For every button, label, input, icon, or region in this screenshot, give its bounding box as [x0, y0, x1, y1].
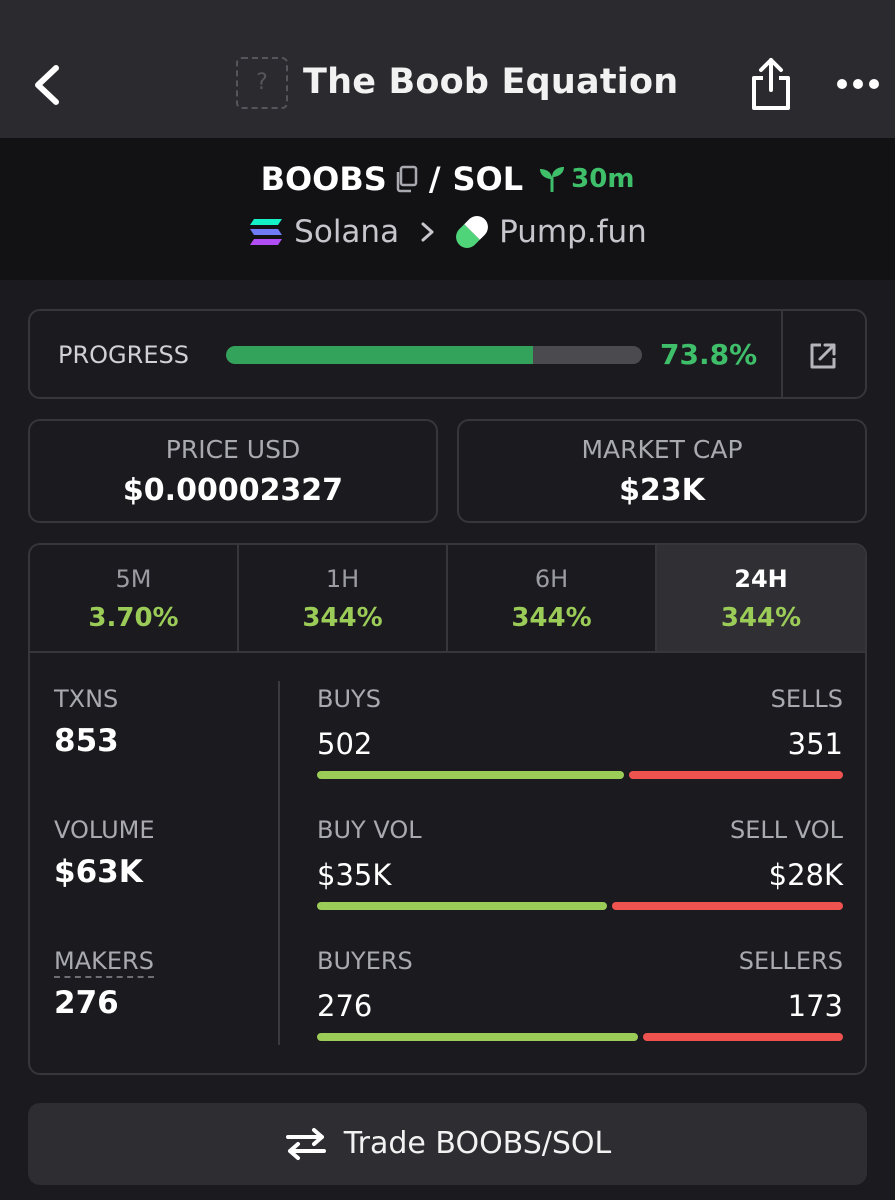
makers-value: 276: [54, 985, 119, 1021]
progress-divider: [781, 311, 783, 397]
buyers-label: BUYERS: [317, 947, 413, 975]
bonding-progress-card: PROGRESS 73.8%: [28, 309, 867, 399]
sellers-bar: [643, 1033, 843, 1041]
sell-vol-bar: [612, 902, 843, 910]
swap-arrows-icon: [285, 1128, 326, 1160]
solana-icon: [250, 219, 283, 245]
tab-price-change: 344%: [720, 603, 802, 633]
buyers-sellers-split: BUYERS SELLERS 276 173: [317, 947, 843, 1041]
chevron-right-icon: [421, 222, 434, 242]
buys-bar: [317, 771, 624, 779]
txns-label: TXNS: [54, 685, 119, 713]
token-avatar-placeholder: ?: [236, 57, 288, 109]
tab-24h[interactable]: 24H 344%: [657, 545, 865, 651]
sells-value: 351: [787, 727, 843, 761]
base-token-symbol: BOOBS: [260, 160, 387, 198]
pair-separator: /: [428, 160, 441, 198]
tab-label: 24H: [734, 565, 788, 593]
progress-bar-fill: [226, 346, 533, 364]
chain-link[interactable]: Solana: [294, 214, 400, 250]
trade-button[interactable]: Trade BOOBS/SOL: [28, 1103, 867, 1185]
makers-label[interactable]: MAKERS: [54, 947, 154, 978]
top-bar: ? The Boob Equation: [0, 0, 895, 138]
pair-age: 30m: [571, 164, 635, 194]
tab-5m[interactable]: 5M 3.70%: [30, 545, 239, 651]
progress-value: 73.8%: [660, 338, 758, 371]
makers-metric: MAKERS 276: [54, 947, 274, 1021]
market-cap-label: MARKET CAP: [581, 435, 743, 464]
tab-price-change: 344%: [302, 603, 383, 633]
market-cap-card: MARKET CAP $23K: [457, 419, 867, 523]
tab-6h[interactable]: 6H 344%: [448, 545, 657, 651]
sells-bar: [629, 771, 843, 779]
buys-label: BUYS: [317, 685, 381, 713]
sellers-label: SELLERS: [738, 947, 843, 975]
buy-vol-bar: [317, 902, 607, 910]
tab-price-change: 344%: [511, 603, 592, 633]
tab-label: 5M: [115, 565, 152, 593]
buyers-value: 276: [317, 989, 373, 1023]
txns-metric: TXNS 853: [54, 685, 274, 759]
pair-row: BOOBS / SOL 30m: [0, 160, 895, 198]
pill-icon: [456, 216, 489, 248]
external-link-icon[interactable]: [808, 341, 838, 371]
txns-value: 853: [54, 723, 119, 759]
timeframe-tabs: 5M 3.70% 1H 344% 6H 344% 24H 344%: [30, 545, 865, 653]
volume-value: $63K: [54, 854, 143, 890]
tab-price-change: 3.70%: [88, 603, 179, 633]
buy-sell-volume-split: BUY VOL SELL VOL $35K $28K: [317, 816, 843, 910]
buys-value: 502: [317, 727, 373, 761]
market-cap-value: $23K: [619, 473, 705, 508]
column-divider: [278, 681, 280, 1045]
copy-icon[interactable]: [393, 165, 419, 193]
buys-sells-split: BUYS SELLS 502 351: [317, 685, 843, 779]
chain-breadcrumb: Solana Pump.fun: [0, 214, 895, 250]
price-usd-card: PRICE USD $0.00002327: [28, 419, 438, 523]
progress-label: PROGRESS: [58, 341, 189, 369]
buy-vol-label: BUY VOL: [317, 816, 422, 844]
tab-1h[interactable]: 1H 344%: [239, 545, 448, 651]
buy-vol-value: $35K: [317, 858, 392, 892]
sell-vol-label: SELL VOL: [729, 816, 843, 844]
pair-info-bar: BOOBS / SOL 30m Solana Pump.f: [0, 138, 895, 280]
trade-button-label: Trade BOOBS/SOL: [343, 1125, 612, 1161]
sells-label: SELLS: [770, 685, 843, 713]
share-icon[interactable]: [748, 56, 794, 112]
more-options-icon[interactable]: [835, 72, 881, 96]
sprout-icon: [540, 167, 565, 192]
sell-vol-value: $28K: [768, 858, 843, 892]
sellers-value: 173: [787, 989, 843, 1023]
progress-bar: [226, 346, 642, 364]
price-usd-label: PRICE USD: [165, 435, 301, 464]
trading-stats-card: 5M 3.70% 1H 344% 6H 344% 24H 344% TXNS 8…: [28, 543, 867, 1075]
back-arrow-icon[interactable]: [30, 60, 70, 110]
quote-token-symbol: SOL: [452, 160, 524, 198]
buyers-bar: [317, 1033, 638, 1041]
page-title: The Boob Equation: [303, 62, 679, 102]
tab-label: 6H: [534, 565, 569, 593]
tab-label: 1H: [325, 565, 360, 593]
volume-metric: VOLUME $63K: [54, 816, 274, 890]
volume-label: VOLUME: [54, 816, 155, 844]
dex-link[interactable]: Pump.fun: [499, 214, 647, 250]
price-usd-value: $0.00002327: [122, 473, 344, 508]
